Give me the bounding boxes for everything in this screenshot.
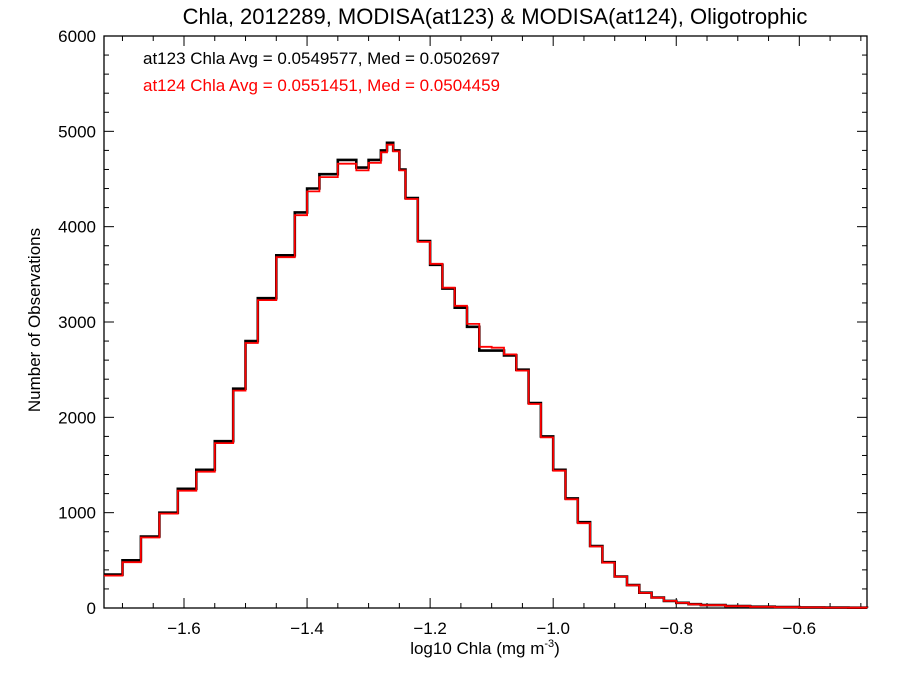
x-tick-label: −1.4 [290, 619, 324, 638]
annotation-at123: at123 Chla Avg = 0.0549577, Med = 0.0502… [143, 49, 500, 68]
y-tick-label: 2000 [58, 408, 96, 427]
x-axis: −1.6 −1.4 −1.2 −1.0 −0.8 −0.6 [121, 36, 862, 638]
x-axis-label-text: log10 Chla (mg m [410, 639, 544, 658]
series-at123-line [104, 141, 869, 609]
y-tick-label: 3000 [58, 313, 96, 332]
y-tick-label: 0 [87, 599, 96, 618]
plot-frame [103, 35, 868, 609]
y-axis: 0 1000 2000 3000 4000 5000 6000 [58, 27, 867, 618]
y-tick-label: 4000 [58, 218, 96, 237]
x-tick-label: −0.8 [659, 619, 693, 638]
y-tick-label: 6000 [58, 27, 96, 46]
x-axis-label-suffix: ) [554, 639, 560, 658]
x-tick-label: −1.0 [536, 619, 570, 638]
plot-border [103, 35, 868, 609]
annotation-at124: at124 Chla Avg = 0.0551451, Med = 0.0504… [143, 76, 500, 95]
series-layer [104, 141, 869, 609]
x-tick-label: −1.2 [413, 619, 447, 638]
chart-title: Chla, 2012289, MODISA(at123) & MODISA(at… [183, 4, 808, 29]
x-axis-label: log10 Chla (mg m-3) [410, 638, 560, 658]
y-tick-label: 5000 [58, 122, 96, 141]
series-at124-line [104, 143, 868, 609]
x-tick-label: −0.6 [783, 619, 817, 638]
x-axis-label-superscript: -3 [544, 638, 554, 650]
x-tick-label: −1.6 [167, 619, 201, 638]
y-tick-label: 1000 [58, 504, 96, 523]
y-axis-label: Number of Observations [25, 228, 44, 412]
